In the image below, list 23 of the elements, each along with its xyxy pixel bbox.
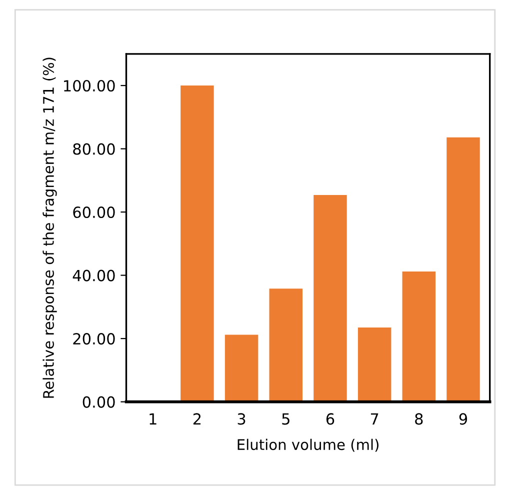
bar bbox=[446, 137, 480, 402]
bar bbox=[314, 194, 347, 402]
x-tick-label: 9 bbox=[459, 413, 468, 425]
x-tick-label: 7 bbox=[370, 413, 378, 425]
y-tick-label: 80.00 bbox=[73, 143, 115, 155]
bar bbox=[402, 271, 436, 402]
bar bbox=[269, 288, 303, 402]
y-tick-label: 60.00 bbox=[73, 206, 115, 218]
bar bbox=[224, 334, 258, 402]
x-axis-title: Elution volume (ml) bbox=[238, 438, 378, 452]
x-tick-label: 1 bbox=[150, 413, 156, 425]
bar bbox=[180, 86, 214, 402]
bar bbox=[358, 327, 392, 402]
y-tick-label: 40.00 bbox=[72, 270, 115, 282]
x-tick-label: 6 bbox=[326, 413, 334, 425]
y-axis-title: Relative response of the fragment m/z 171 (%) bbox=[42, 58, 57, 398]
y-tick-label: 100.00 bbox=[64, 80, 115, 92]
x-tick-label: 8 bbox=[415, 413, 423, 425]
x-tick-label: 2 bbox=[193, 413, 201, 425]
x-tick-label: 3 bbox=[238, 413, 246, 425]
y-tick-label: 20.00 bbox=[73, 333, 115, 345]
x-tick-label: 5 bbox=[282, 413, 290, 425]
y-tick-label: 0.00 bbox=[82, 396, 115, 408]
